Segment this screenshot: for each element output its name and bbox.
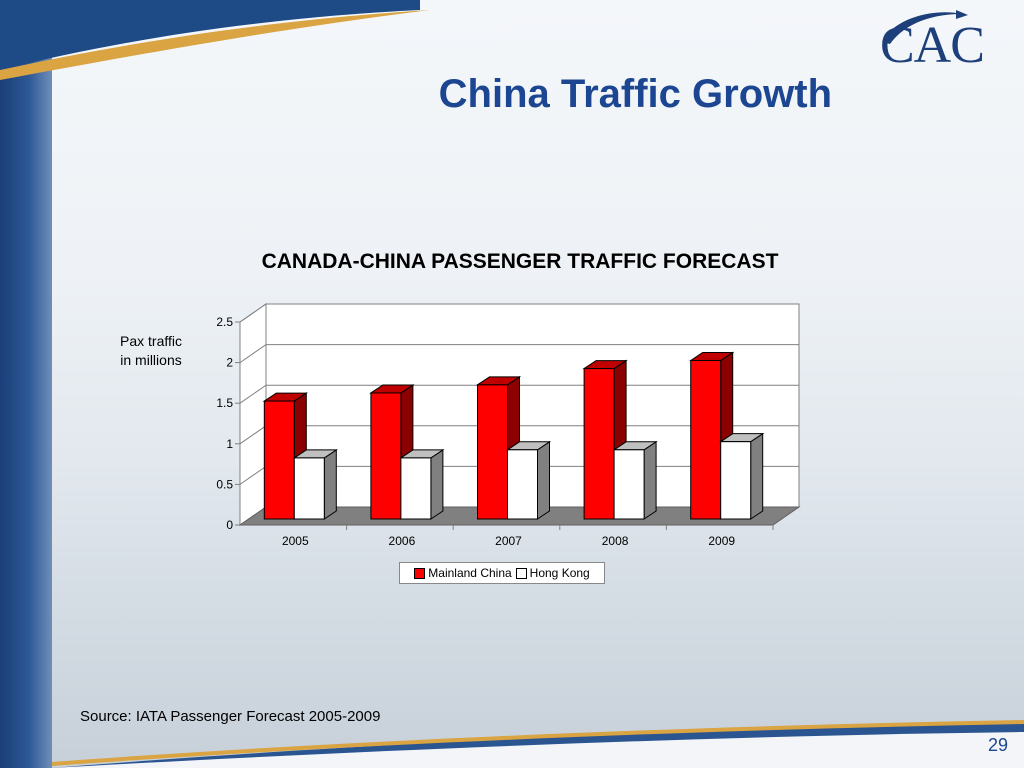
bar-front-face — [720, 441, 752, 520]
logo-text: CAC — [880, 17, 985, 74]
legend-label-hongkong: Hong Kong — [529, 566, 590, 580]
x-tick-label: 2009 — [708, 534, 735, 548]
bar-front-face — [507, 449, 538, 520]
bar-front-face — [690, 359, 722, 520]
x-tick-label: 2008 — [602, 534, 629, 548]
bar-hongkong-2006 — [399, 448, 445, 520]
bar-front-face — [293, 457, 325, 520]
y-axis-label-line-2: in millions — [120, 352, 182, 368]
bar-hongkong-2009 — [719, 432, 765, 520]
legend-label-mainland: Mainland China — [428, 566, 512, 580]
left-decorative-band — [0, 0, 52, 768]
y-tick-label: 2.5 — [216, 315, 233, 329]
y-tick-label: 0.5 — [216, 477, 233, 491]
y-axis-label-line-1: Pax traffic — [120, 333, 182, 349]
legend-item-hongkong: Hong Kong — [515, 566, 590, 580]
bar-mainland-2009 — [689, 351, 735, 520]
source-note: Source: IATA Passenger Forecast 2005-200… — [80, 708, 381, 725]
page-number: 29 — [987, 735, 1008, 755]
bar-front-face — [477, 384, 508, 520]
gridline — [239, 344, 799, 364]
bar-hongkong-2005 — [292, 448, 338, 520]
legend-swatch-hongkong — [515, 567, 527, 579]
bottom-swoosh-decoration — [52, 720, 1024, 768]
bar-mainland-2006 — [369, 384, 415, 520]
legend-item-mainland: Mainland China — [414, 566, 512, 580]
bar-front-face — [400, 457, 432, 520]
x-tick-label: 2005 — [282, 534, 309, 548]
y-tick-label: 0 — [226, 518, 233, 532]
legend-swatch-mainland — [414, 567, 426, 579]
bar-front-face — [370, 392, 402, 520]
bar-hongkong-2007 — [505, 440, 552, 520]
bar-side-face — [430, 448, 444, 520]
bar-side-face — [323, 448, 337, 520]
y-tick-label: 1.5 — [216, 396, 233, 410]
bar-side-face — [537, 440, 550, 520]
page-title: China Traffic Growth — [438, 72, 832, 116]
x-tick-label: 2007 — [495, 534, 522, 548]
bar-front-face — [263, 400, 295, 520]
bar-hongkong-2008 — [612, 440, 658, 520]
chart-title: CANADA-CHINA PASSENGER TRAFFIC FORECAST — [261, 250, 779, 273]
y-tick-label: 2 — [226, 356, 233, 370]
y-axis-label: Pax traffic in millions — [96, 332, 206, 370]
bar-front-face — [583, 368, 615, 520]
x-tick-label: 2006 — [389, 534, 416, 548]
chart-side-wall — [239, 303, 267, 526]
bar-side-face — [643, 440, 657, 520]
cac-logo — [882, 10, 968, 44]
y-tick-label: 1 — [226, 437, 233, 451]
bar-side-face — [750, 432, 764, 520]
bar-front-face — [613, 449, 645, 520]
chart-legend: Mainland China Hong Kong — [399, 562, 605, 584]
gridline — [239, 303, 799, 323]
top-swoosh-decoration — [0, 0, 430, 80]
